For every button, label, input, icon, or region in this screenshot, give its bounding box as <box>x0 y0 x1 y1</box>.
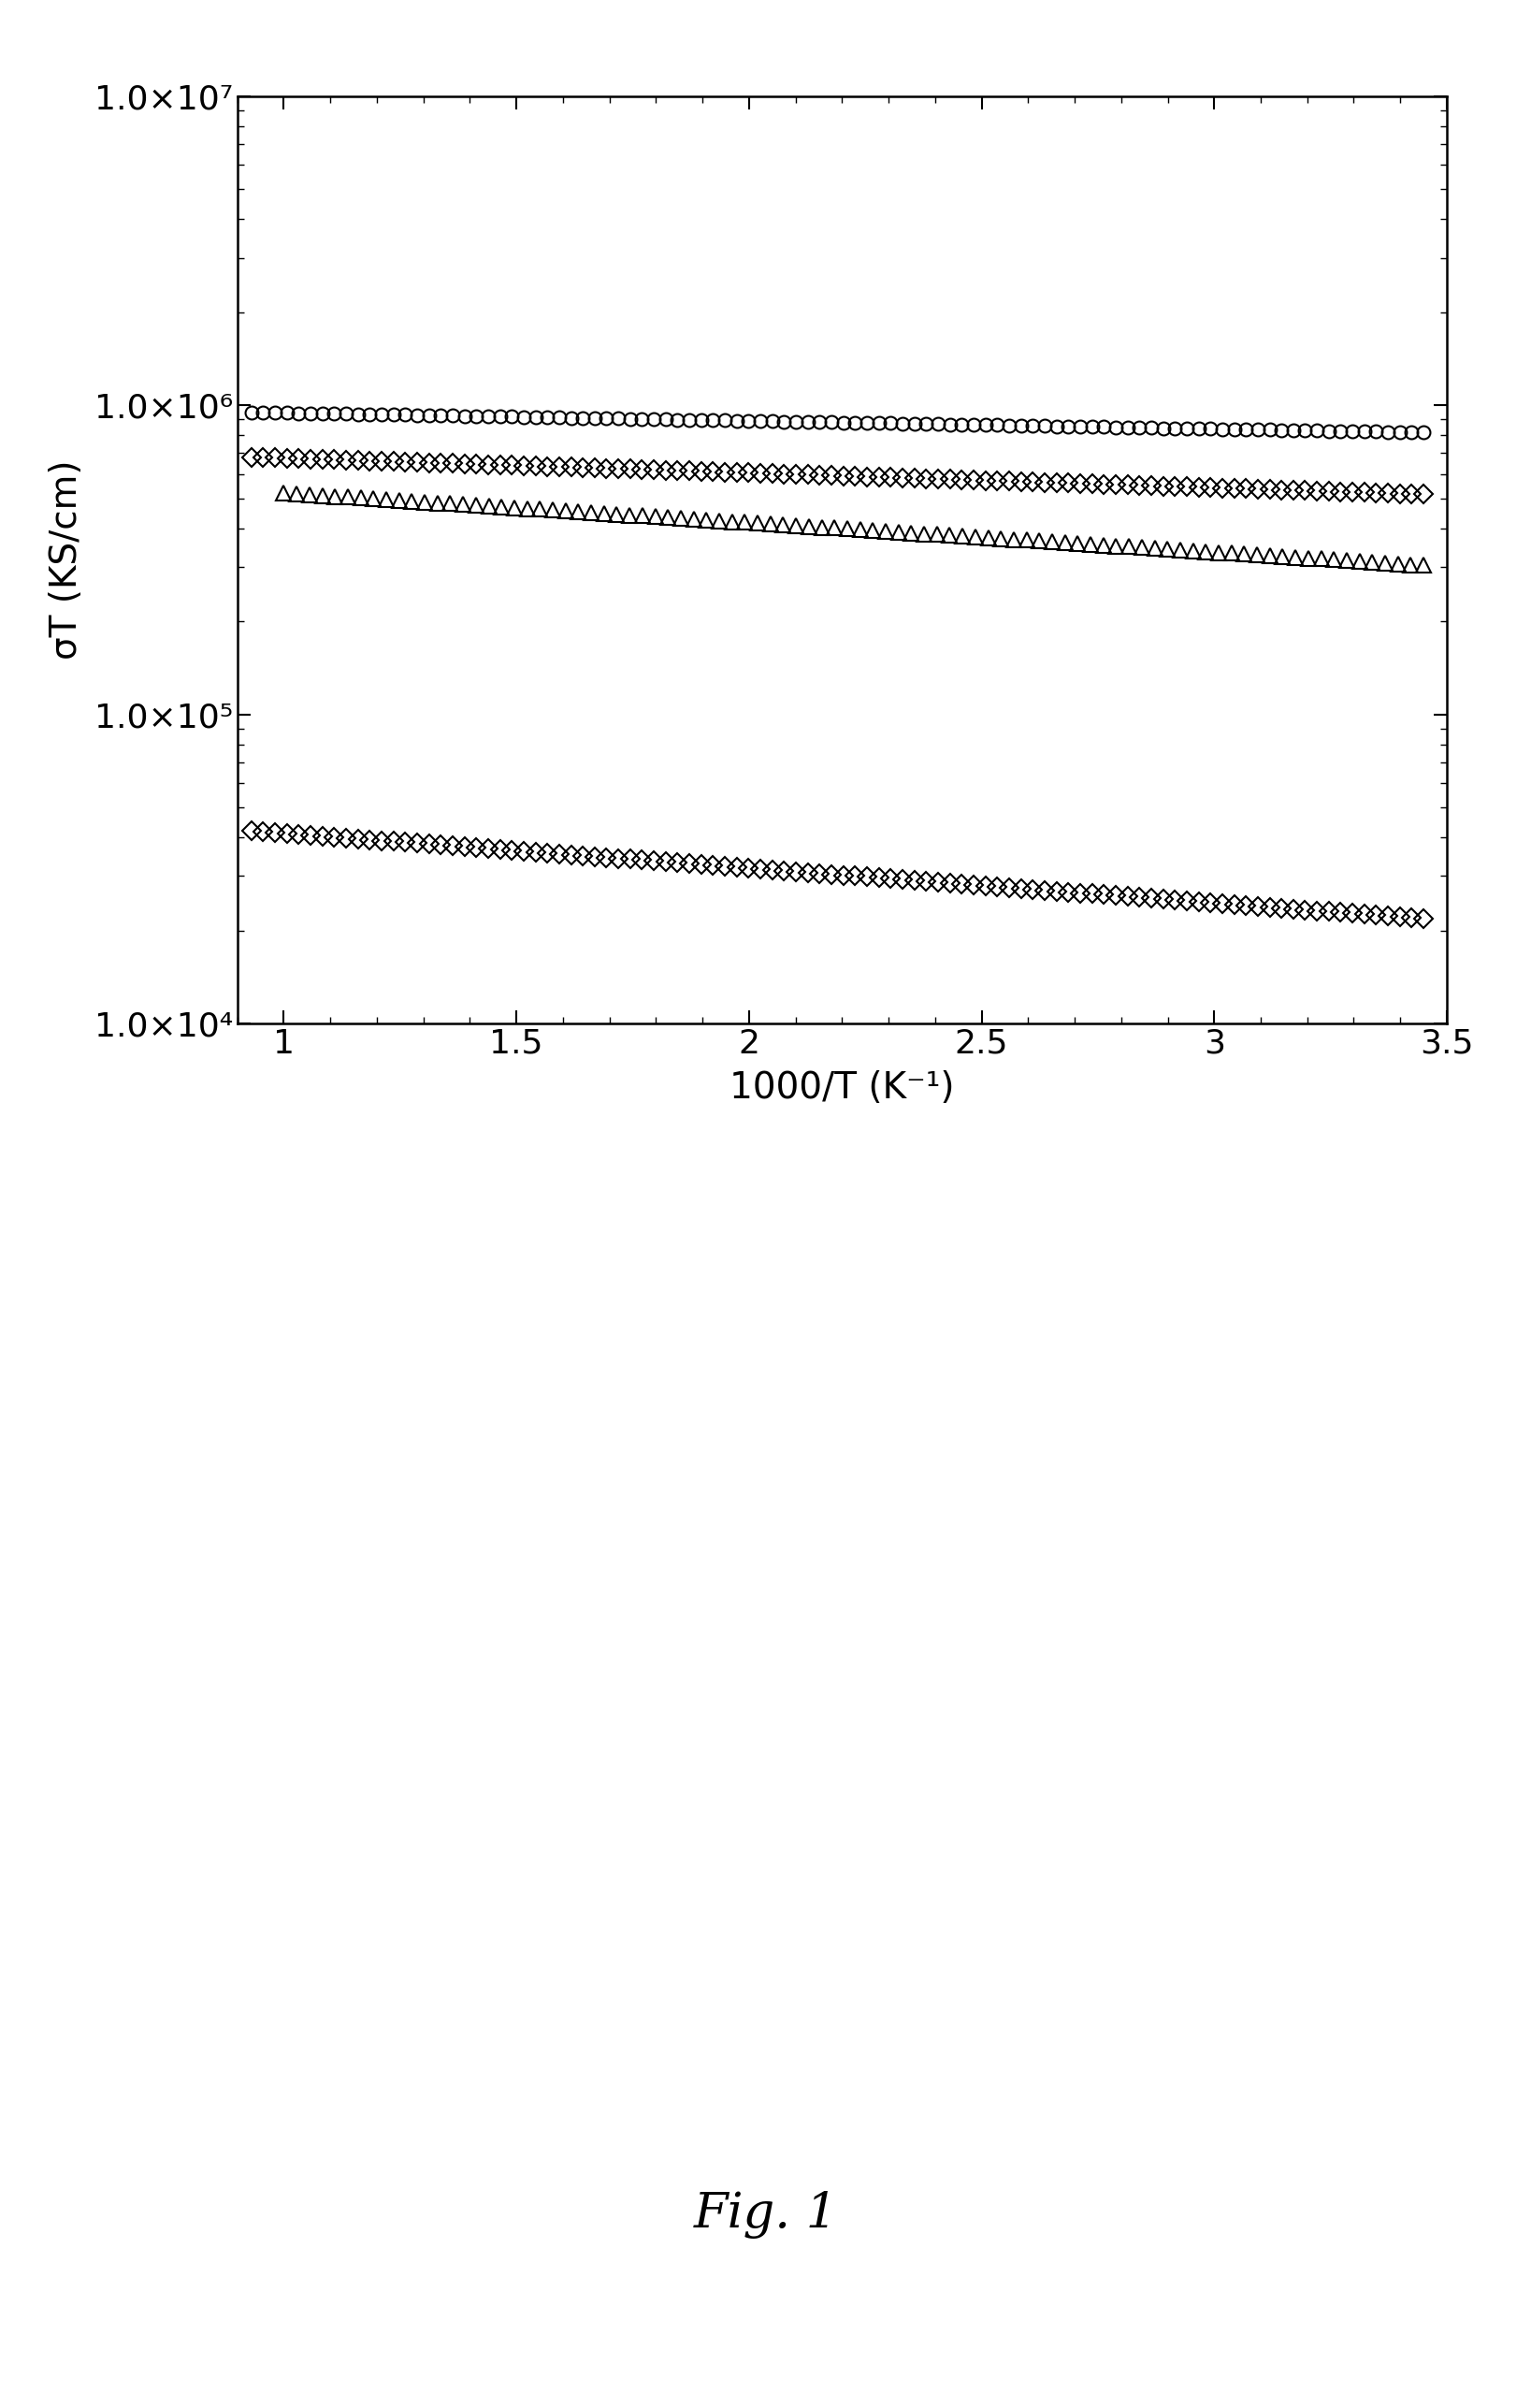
Y-axis label: σT (KS/cm): σT (KS/cm) <box>47 460 84 660</box>
Text: Fig. 1: Fig. 1 <box>694 2191 837 2239</box>
X-axis label: 1000/T (K⁻¹): 1000/T (K⁻¹) <box>730 1069 954 1105</box>
